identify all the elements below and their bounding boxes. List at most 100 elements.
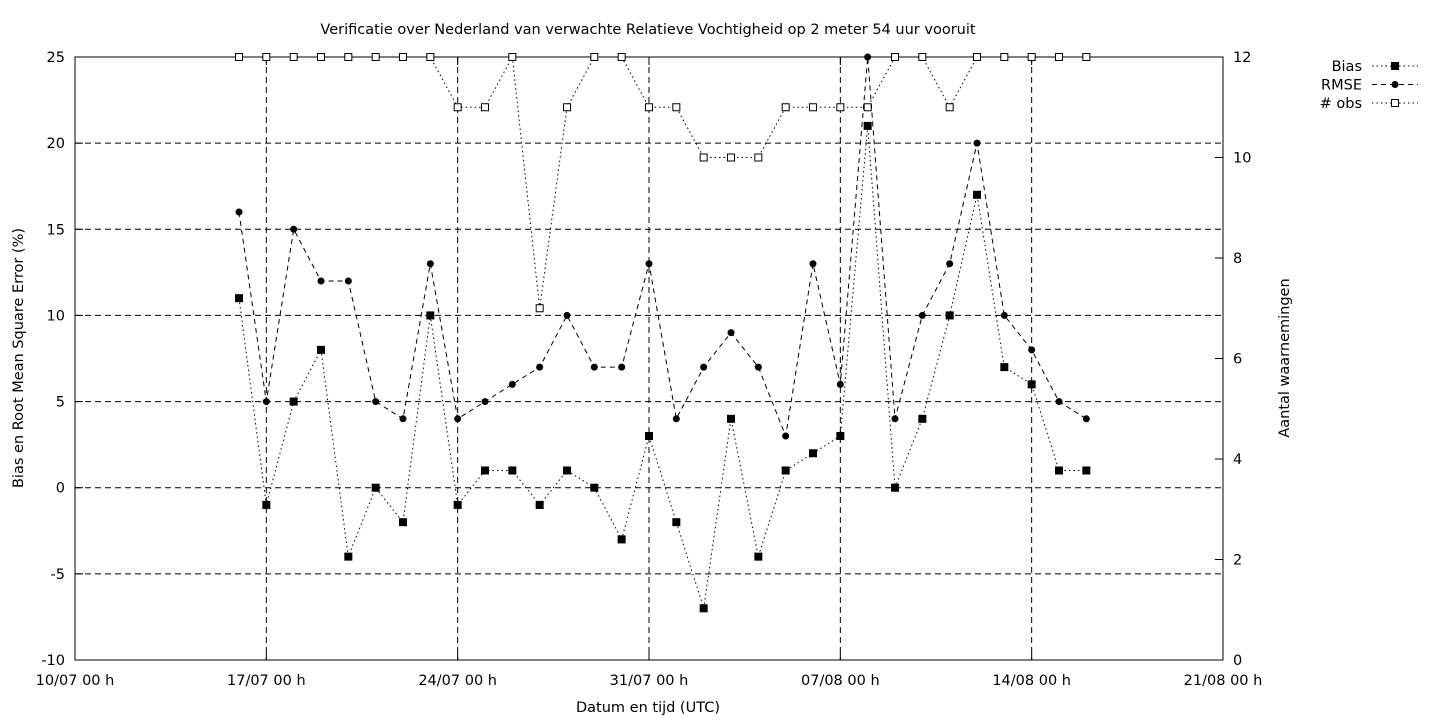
data-point-obs [945,103,954,112]
data-point-bias [1055,466,1063,475]
data-point-rmse [399,415,407,423]
data-point-rmse [946,260,954,268]
data-point-bias [973,190,981,199]
data-point-obs [1082,53,1091,61]
data-point-obs [836,103,845,112]
data-point-bias [371,483,380,492]
data-point-obs [399,53,407,61]
data-point-bias [235,294,243,303]
data-point-obs [727,153,735,162]
y-tick-label: 25 [47,50,65,66]
data-point-obs [617,53,626,61]
series [235,53,1091,613]
x-tick-label: 17/07 00 h [227,673,306,689]
x-tick-label: 31/07 00 h [610,673,689,689]
data-point-bias [863,121,872,130]
y2-tick-label: 10 [1233,151,1251,167]
series-line-bias [238,125,1087,609]
data-point-obs [508,53,517,61]
data-point-rmse [454,415,462,423]
data-point-rmse [645,260,653,268]
data-point-obs [1027,53,1036,61]
grid-lines [75,57,1223,660]
data-point-rmse [235,208,243,216]
data-point-rmse [1000,311,1008,319]
data-point-rmse [618,363,626,371]
data-point-rmse [700,363,708,371]
x-tick-label: 10/07 00 h [36,673,115,689]
data-point-bias [317,345,325,354]
data-point-obs [1055,53,1063,61]
data-point-bias [945,311,954,320]
data-point-rmse [262,398,270,406]
data-point-obs [699,153,708,162]
data-point-rmse [481,398,489,406]
data-point-bias [399,518,407,527]
data-point-rmse [672,415,680,423]
data-point-rmse [864,53,872,61]
data-point-rmse [918,311,926,319]
data-point-bias [836,432,845,441]
chart-title: Verificatie over Nederland van verwachte… [320,22,975,38]
y-tick-label: -10 [41,653,65,669]
data-point-obs [317,53,325,61]
data-point-bias [645,432,653,441]
legend-label-obs: # obs [1320,96,1362,112]
data-point-obs [344,53,353,61]
data-point-bias [453,500,462,509]
data-point-obs [781,103,790,112]
data-point-bias [699,604,708,613]
data-point-obs [563,103,571,112]
y-tick-label: 20 [47,136,65,152]
data-point-bias [426,311,435,320]
data-point-bias [891,483,899,492]
legend-marker-bias [1391,62,1399,70]
y2-tick-label: 4 [1233,452,1242,468]
series-line-rmse [238,56,1087,438]
data-point-obs [262,53,271,61]
data-point-rmse [1028,346,1036,354]
data-point-obs [645,103,653,112]
data-point-bias [1000,363,1009,372]
data-point-bias [617,535,626,544]
data-point-bias [508,466,517,475]
data-point-obs [1000,53,1009,61]
y-axis-label: Bias en Root Mean Square Error (%) [11,228,27,488]
data-point-rmse [1055,398,1063,406]
data-point-rmse [727,329,735,337]
legend-label-rmse: RMSE [1321,78,1362,94]
data-point-rmse [563,311,571,319]
x-tick-label: 14/08 00 h [992,673,1071,689]
data-point-bias [727,414,735,423]
data-point-bias [918,414,927,423]
data-point-bias [1082,466,1091,475]
data-point-bias [289,397,298,406]
data-point-rmse [426,260,434,268]
data-point-obs [918,53,927,61]
data-point-obs [235,53,243,61]
data-point-rmse [973,139,981,147]
data-point-obs [891,53,899,61]
series-bias [235,121,1091,613]
data-point-obs [672,103,681,112]
data-point-rmse [317,277,325,285]
data-point-bias [563,466,571,475]
x-tick-label: 24/07 00 h [418,673,497,689]
data-point-rmse [536,363,544,371]
data-point-obs [590,53,599,61]
y2-tick-label: 8 [1233,251,1242,267]
data-point-bias [344,552,353,561]
series-obs [235,53,1091,313]
data-point-obs [973,53,981,61]
data-point-obs [426,53,435,61]
y2-tick-label: 12 [1233,50,1251,66]
data-point-rmse [891,415,899,423]
x-tick-label: 07/08 00 h [801,673,880,689]
data-point-obs [754,153,763,162]
legend-marker-rmse [1391,81,1399,88]
legend-label-bias: Bias [1332,59,1362,75]
data-point-obs [453,103,462,112]
x-tick-label: 21/08 00 h [1184,673,1263,689]
data-point-bias [262,500,271,509]
